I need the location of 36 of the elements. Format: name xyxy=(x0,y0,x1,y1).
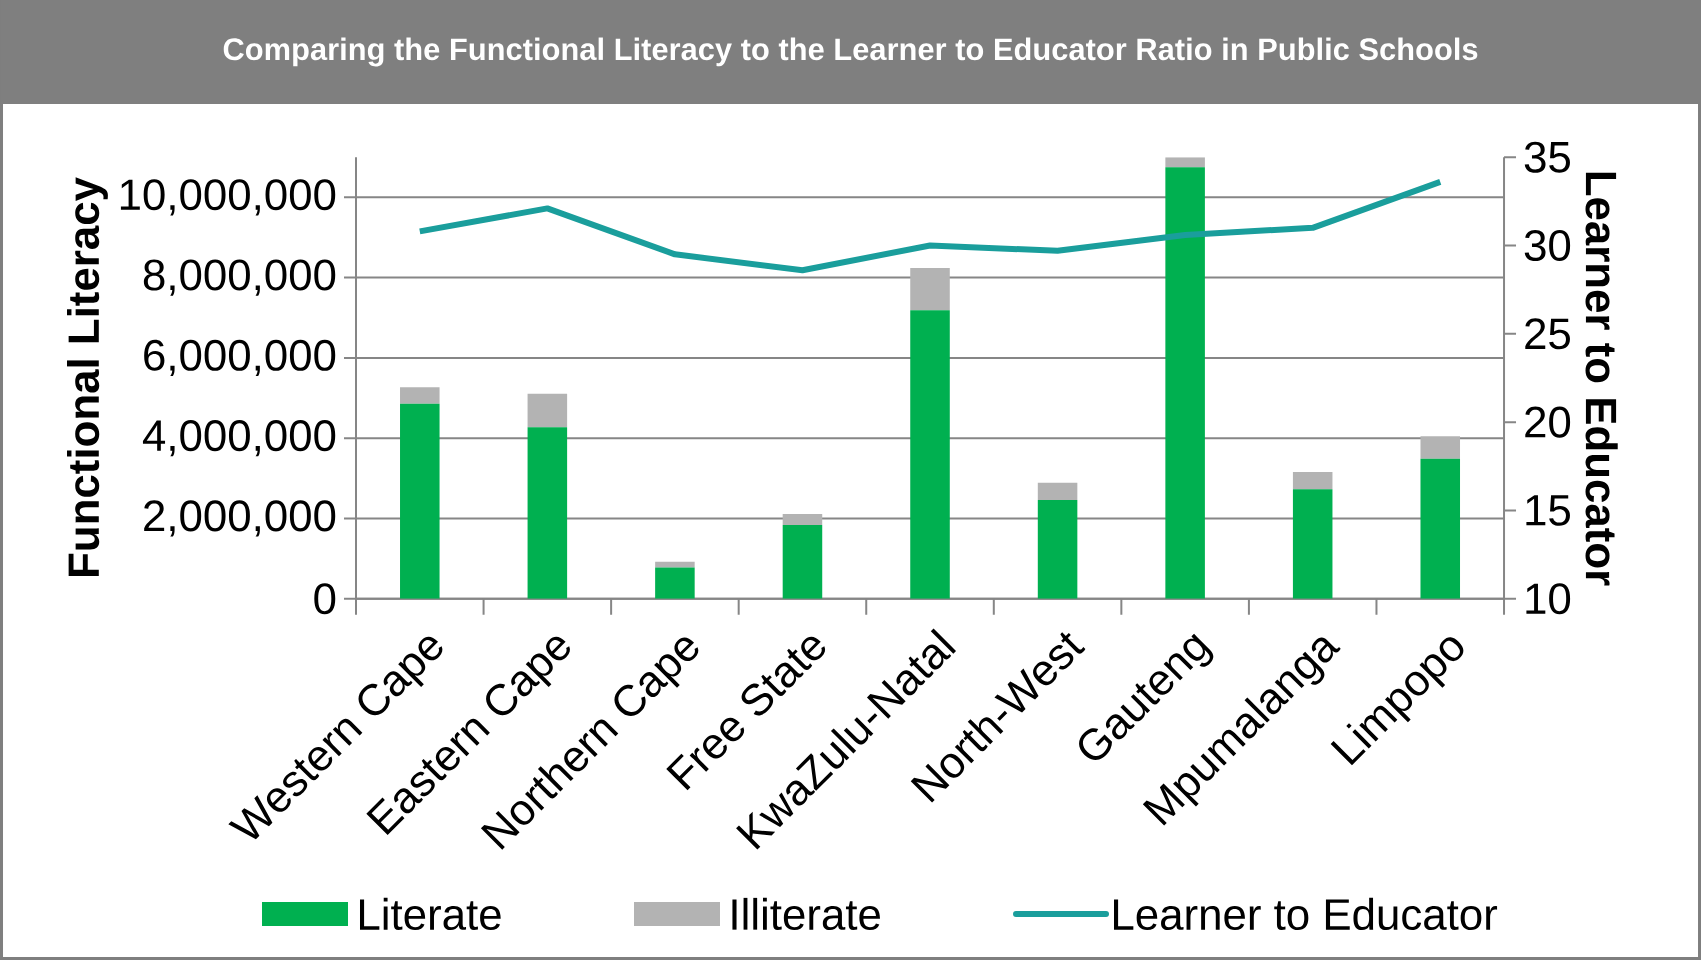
bar xyxy=(782,524,823,599)
y2-tick-label: 35 xyxy=(1524,141,1570,173)
bar xyxy=(1420,436,1461,459)
y-tick-label: 8,000,000 xyxy=(143,259,336,296)
legend-label: Learner to Educator xyxy=(1114,897,1498,931)
bar xyxy=(782,514,823,525)
bar xyxy=(527,427,568,599)
bar xyxy=(1165,167,1205,599)
legend-label: Illiterate xyxy=(732,897,880,931)
bar xyxy=(655,561,695,568)
bar xyxy=(1037,500,1078,599)
y-axis-title: Functional Literacy xyxy=(67,177,108,576)
bar xyxy=(1292,471,1333,490)
bar xyxy=(1292,489,1333,599)
y-tick-label: 2,000,000 xyxy=(144,500,336,537)
chart-title: Comparing the Functional Literacy to the Learner to Educator Ratio in Public Schools xyxy=(223,37,1478,67)
bar xyxy=(910,267,950,311)
bar xyxy=(1420,458,1461,599)
y-tick-label: 10,000,000 xyxy=(120,179,336,216)
y2-tick-label: 15 xyxy=(1526,495,1570,526)
bar xyxy=(1037,482,1078,501)
bar xyxy=(655,567,695,599)
y2-tick-label: 25 xyxy=(1525,318,1570,350)
y2-tick-label: 20 xyxy=(1525,406,1571,438)
y2-axis-title: Learner to Educator xyxy=(1585,172,1618,586)
y2-tick-label: 30 xyxy=(1524,229,1571,262)
legend-label: Literate xyxy=(360,897,501,931)
bar xyxy=(400,387,440,404)
bar xyxy=(910,310,950,599)
y2-tick-label: 10 xyxy=(1526,583,1571,615)
bar xyxy=(527,393,568,428)
y-tick-label: 6,000,000 xyxy=(144,339,336,376)
y-tick-label: 4,000,000 xyxy=(142,420,336,457)
bar xyxy=(400,403,440,599)
bar xyxy=(1165,157,1205,168)
y-tick-label: 0 xyxy=(314,583,336,615)
